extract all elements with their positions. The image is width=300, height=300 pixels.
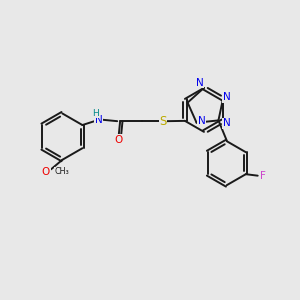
Text: N: N: [95, 115, 103, 125]
Text: F: F: [260, 171, 266, 181]
Text: S: S: [159, 115, 167, 128]
Text: H: H: [92, 109, 99, 118]
Text: N: N: [223, 92, 230, 102]
Text: O: O: [42, 167, 50, 177]
Text: N: N: [196, 78, 203, 88]
Text: N: N: [198, 116, 206, 126]
Text: CH₃: CH₃: [54, 167, 69, 176]
Text: O: O: [115, 135, 123, 145]
Text: N: N: [223, 118, 230, 128]
